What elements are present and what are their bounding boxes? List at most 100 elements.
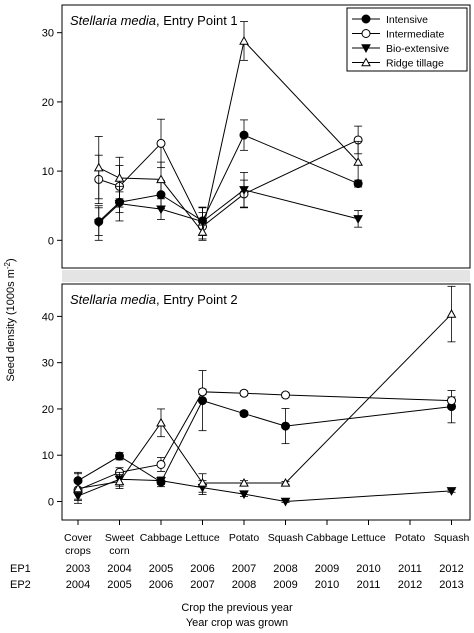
x-category-7-line-0: Lettuce — [351, 532, 386, 544]
bottom-series-intermediate-point-5 — [281, 390, 290, 400]
panel-separator — [62, 270, 470, 282]
bottom-series-intermediate-point-4 — [239, 388, 249, 398]
bottom-y-tick-label-30: 30 — [42, 358, 54, 370]
ep-row-ep1-year-6: 2009 — [315, 563, 339, 575]
top-series-ridge-tillage — [93, 21, 363, 240]
ep-row-ep2-year-5: 2009 — [273, 579, 297, 591]
bottom-series-ridge-tillage-point-2 — [156, 417, 166, 427]
top-y-ticks: 0 10 20 30 — [42, 28, 62, 247]
top-series-ridge-tillage-line — [98, 39, 359, 234]
bottom-series-bio-extensive — [73, 471, 457, 507]
bottom-panel: Stellaria media, Entry Point 2 0 10 20 30 40 — [42, 283, 471, 525]
ep-row-ep1-year-4: 2007 — [232, 563, 256, 575]
legend-marker-ridge-tillage — [361, 57, 371, 67]
ep-row-ep2-year-6: 2010 — [315, 579, 339, 591]
bottom-series-ridge-tillage-point-5 — [280, 477, 291, 487]
bottom-series-bio-extensive-point-5 — [280, 497, 291, 507]
bottom-x-ticks — [77, 520, 452, 525]
bottom-series-ridge-tillage-point-4 — [239, 477, 249, 487]
bottom-y-tick-label-40: 40 — [42, 311, 54, 323]
bottom-series-intermediate-point-2 — [156, 459, 166, 469]
x-category-4-line-0: Potato — [229, 532, 260, 544]
top-y-tick-label-20: 20 — [42, 97, 54, 109]
x-category-1-line-1: corn — [109, 545, 130, 557]
x-category-3-line-0: Lettuce — [185, 532, 220, 544]
legend-entry-ridge-tillage: Ridge tillage — [352, 57, 444, 70]
top-series-ridge-tillage-point-0 — [93, 162, 104, 172]
top-y-tick-label-30: 30 — [42, 28, 54, 40]
ep-row-ep1-year-8: 2011 — [398, 563, 422, 575]
ep-row-label-ep2: EP2 — [10, 579, 31, 591]
legend-marker-intermediate — [361, 29, 371, 38]
bottom-series-bio-extensive-point-4 — [239, 490, 249, 500]
bottom-series-intensive-point-3 — [198, 396, 207, 406]
legend-label-bio-extensive: Bio-extensive — [386, 43, 449, 55]
bottom-series-intermediate-line — [77, 391, 452, 491]
ep-row-ep1-year-9: 2012 — [439, 563, 463, 575]
top-series-bio-extensive-point-5 — [353, 215, 363, 224]
top-y-tick-label-0: 0 — [48, 235, 54, 247]
legend-entry-intermediate: Intermediate — [352, 29, 445, 41]
bottom-series — [73, 285, 457, 507]
legend-entry-intensive: Intensive — [352, 14, 428, 26]
top-series-ridge-tillage-point-3 — [197, 226, 208, 236]
bottom-y-tick-label-10: 10 — [42, 450, 54, 462]
top-series-intensive-point-4 — [239, 130, 249, 140]
bottom-panel-title: Stellaria media, Entry Point 2 — [70, 292, 238, 307]
ep-row-ep1-year-2: 2005 — [149, 563, 173, 575]
top-series-intensive-line — [98, 134, 359, 222]
top-series-bio-extensive-point-4 — [239, 186, 249, 195]
x-axis-label-previous-crop: Crop the previous year — [181, 602, 293, 614]
top-series-intermediate-line — [98, 139, 359, 228]
bottom-series-ridge-tillage-point-0 — [73, 483, 83, 493]
ep-row-ep2-year-4: 2008 — [232, 579, 256, 591]
ep-row-ep2-year-1: 2005 — [107, 579, 131, 591]
bottom-series-intermediate-point-6 — [447, 396, 456, 406]
ep-row-ep2-year-8: 2012 — [398, 579, 422, 591]
bottom-series-bio-extensive-point-2 — [156, 476, 166, 486]
top-series-intermediate-point-2 — [156, 138, 166, 148]
top-panel-frame — [61, 4, 471, 269]
x-axis-label-year-grown: Year crop was grown — [186, 617, 288, 629]
top-series-intensive — [94, 119, 363, 236]
x-category-0-line-1: crops — [65, 545, 91, 557]
top-series-ridge-tillage-point-5 — [353, 157, 363, 166]
ep-row-ep2-year-2: 2006 — [149, 579, 173, 591]
ep-row-ep1-year-3: 2006 — [190, 563, 214, 575]
top-series-ridge-tillage-point-1 — [114, 172, 125, 182]
top-series-intermediate — [94, 118, 363, 241]
legend-label-intensive: Intensive — [386, 14, 428, 26]
bottom-series-bio-extensive-point-6 — [446, 487, 457, 496]
top-series-bio-extensive — [93, 172, 363, 241]
ep-row-ep1-year-7: 2010 — [356, 563, 380, 575]
bottom-series-ridge-tillage-point-1 — [114, 476, 125, 486]
top-series-bio-extensive-point-0 — [93, 219, 104, 229]
bottom-panel-frame — [61, 283, 471, 521]
bottom-series-intensive — [73, 370, 456, 490]
ep-row-label-ep1: EP1 — [10, 563, 31, 575]
bottom-y-ticks: 0 10 20 30 40 — [42, 311, 62, 508]
entry-point-year-rows: EP1 2003 2004 2005 2006 2007 2008 2009 2010 2011 2… — [10, 563, 464, 591]
top-series-ridge-tillage-point-4 — [239, 35, 249, 45]
legend-entry-bio-extensive: Bio-extensive — [352, 43, 449, 55]
ep-row-ep1-year-1: 2004 — [107, 563, 131, 575]
legend-label-ridge-tillage: Ridge tillage — [386, 58, 444, 70]
bottom-series-intermediate-point-3 — [198, 387, 207, 397]
legend-label-intermediate: Intermediate — [386, 29, 445, 41]
x-category-9-line-0: Squash — [434, 532, 470, 544]
bottom-series-ridge-tillage-point-3 — [197, 477, 208, 487]
bottom-series-ridge-tillage — [73, 285, 457, 504]
ep-row-ep2-year-9: 2013 — [439, 579, 463, 591]
top-series — [93, 21, 363, 241]
top-series-bio-extensive-line — [98, 189, 359, 224]
ep-row-ep1-year-0: 2003 — [66, 563, 90, 575]
top-panel: Stellaria media, Entry Point 1 0 10 20 30 — [42, 4, 471, 269]
top-y-tick-label-10: 10 — [42, 166, 54, 178]
bottom-y-tick-label-20: 20 — [42, 404, 54, 416]
ep-row-ep2-year-3: 2007 — [190, 579, 214, 591]
ep-row-ep1-year-5: 2008 — [273, 563, 297, 575]
bottom-series-ridge-tillage-point-6 — [446, 309, 457, 318]
bottom-series-intensive-point-5 — [281, 421, 290, 431]
bottom-y-tick-label-0: 0 — [48, 496, 54, 508]
